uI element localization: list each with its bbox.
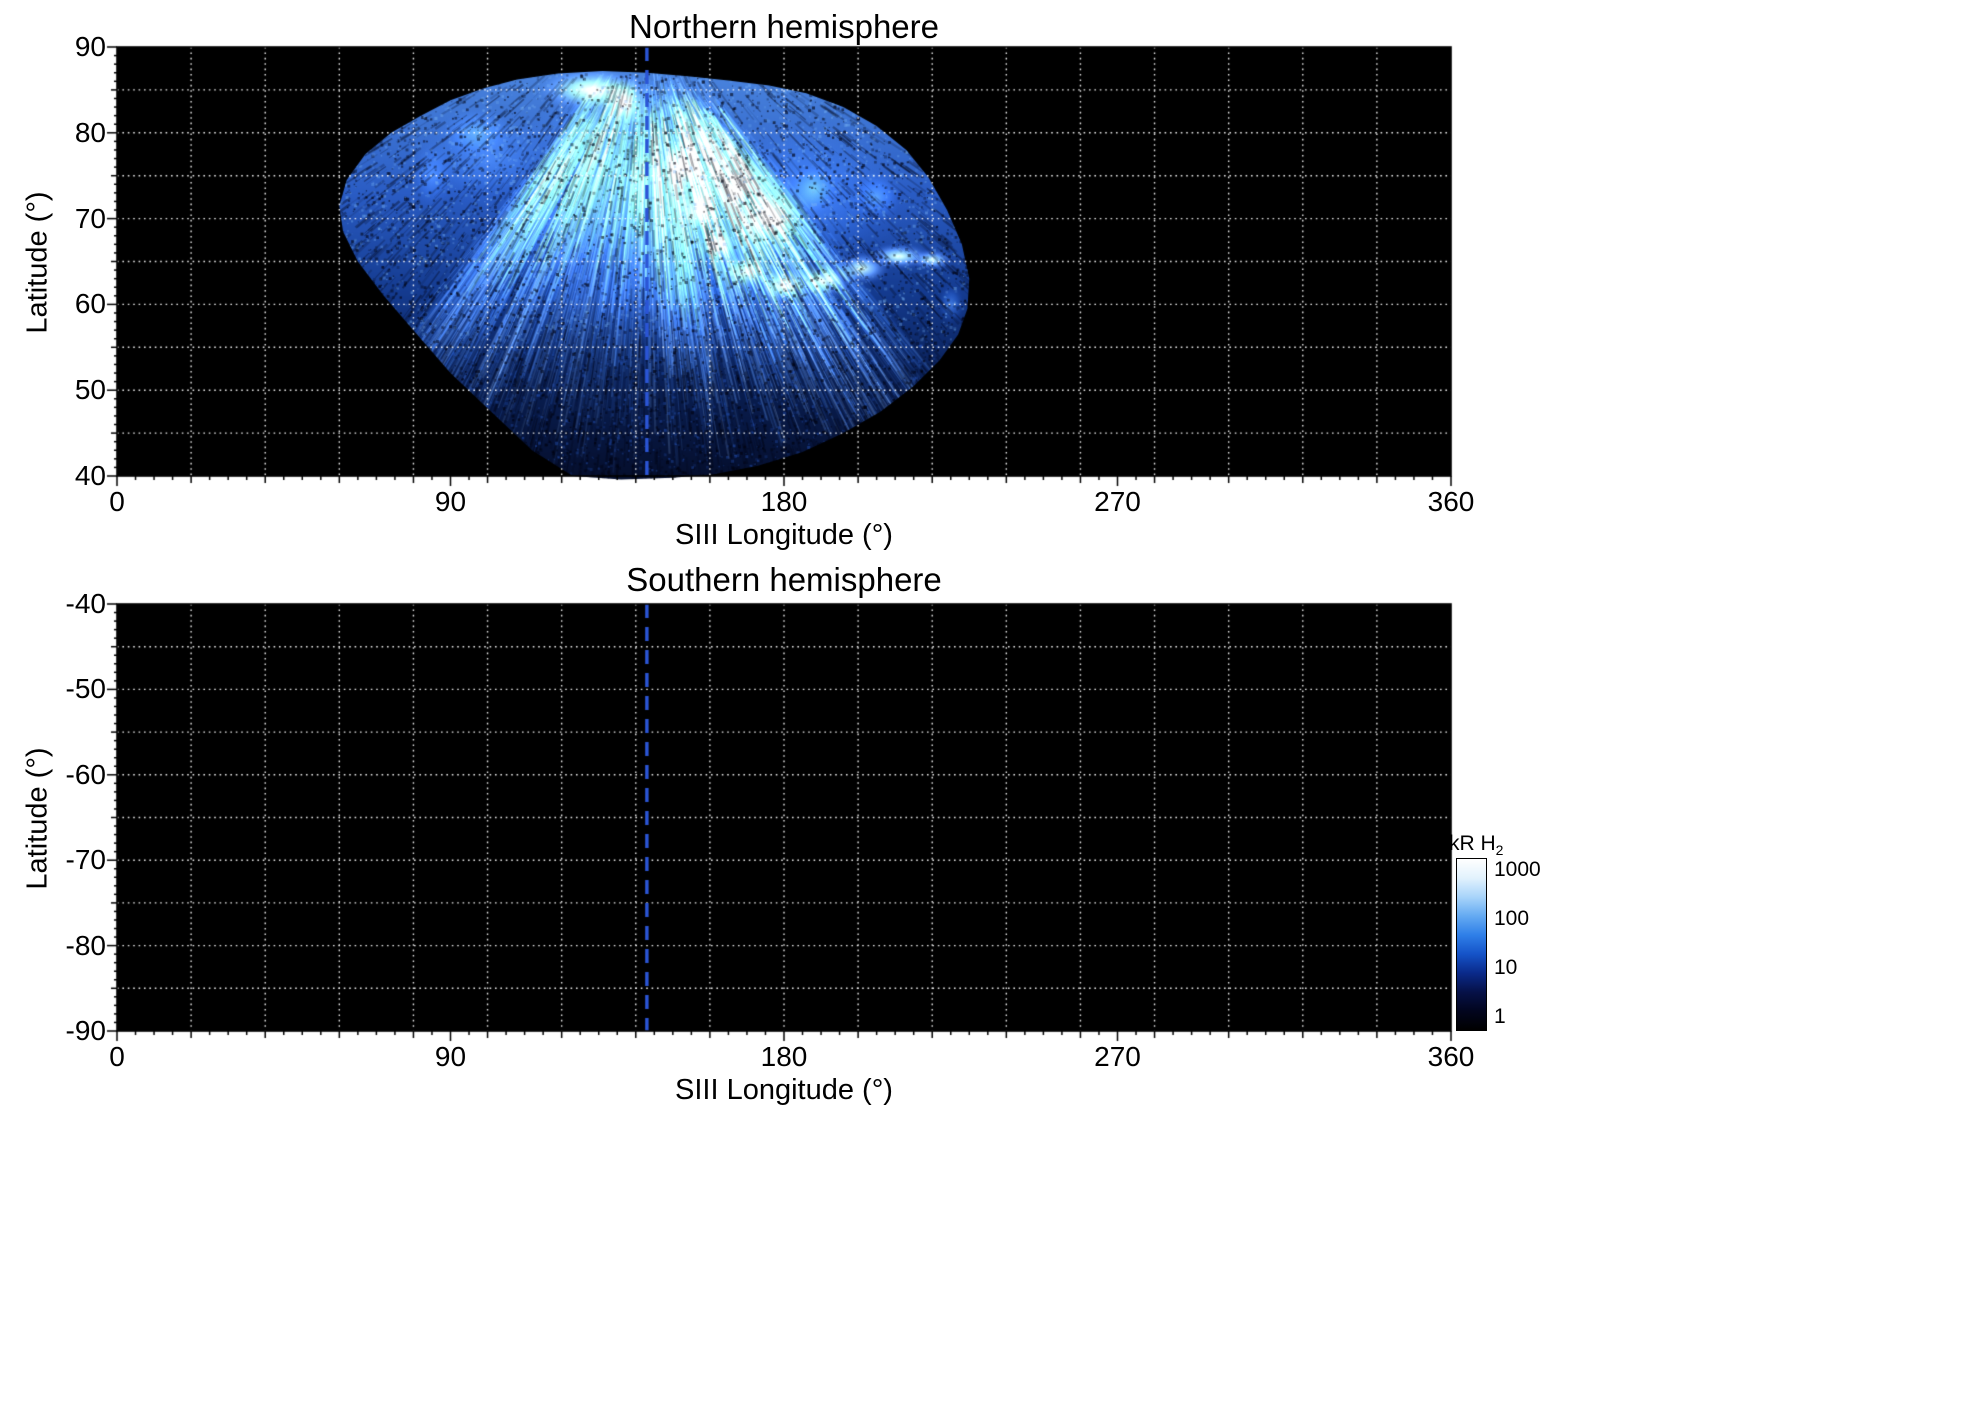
x-axis-label-north: SIII Longitude (°)	[675, 519, 893, 551]
x-tick-label: 270	[1094, 486, 1141, 517]
y-tick-label: -70	[65, 844, 106, 876]
y-tick-label: 70	[74, 202, 106, 234]
x-tick-label: 0	[109, 486, 125, 517]
y-tick-label: 50	[74, 374, 106, 406]
x-tick-label: 90	[434, 486, 467, 517]
y-tick-label: 80	[74, 116, 106, 148]
x-tick-label: 0	[109, 1041, 125, 1072]
y-tick-label: -40	[65, 588, 106, 619]
colorbar-gradient	[1456, 858, 1487, 1031]
x-tick-label: 90	[434, 1041, 467, 1072]
south-panel-title: Southern hemisphere	[626, 561, 942, 598]
colorbar-label: kR H2	[1449, 832, 1503, 858]
x-tick-label: 180	[760, 1041, 808, 1072]
y-tick-label: -60	[65, 758, 106, 790]
y-tick-label: -50	[65, 673, 106, 705]
colorbar-tick-label: 1	[1494, 1004, 1506, 1028]
colorbar-label-text: kR H	[1449, 832, 1496, 855]
x-tick-label: 360	[1427, 1041, 1475, 1072]
y-tick-label: 60	[74, 288, 106, 320]
y-tick-label: -80	[65, 929, 106, 961]
y-axis-label-north: Latitude (°)	[21, 191, 54, 334]
x-tick-label: 270	[1094, 1041, 1141, 1072]
y-tick-label: 90	[74, 31, 106, 62]
colorbar-tick-label: 100	[1494, 907, 1530, 931]
north-panel-title: Northern hemisphere	[629, 8, 939, 45]
y-tick-label: -90	[65, 1015, 106, 1046]
x-tick-label: 180	[760, 486, 808, 517]
colorbar-tick-label: 1000	[1494, 858, 1541, 882]
colorbar-label-sub: 2	[1495, 842, 1504, 859]
x-tick-label: 360	[1427, 486, 1475, 517]
y-axis-label-south: Latitude (°)	[21, 747, 54, 890]
colorbar-tick-label: 10	[1494, 955, 1518, 979]
x-axis-label-south: SIII Longitude (°)	[675, 1074, 893, 1106]
y-tick-label: 40	[74, 460, 106, 491]
